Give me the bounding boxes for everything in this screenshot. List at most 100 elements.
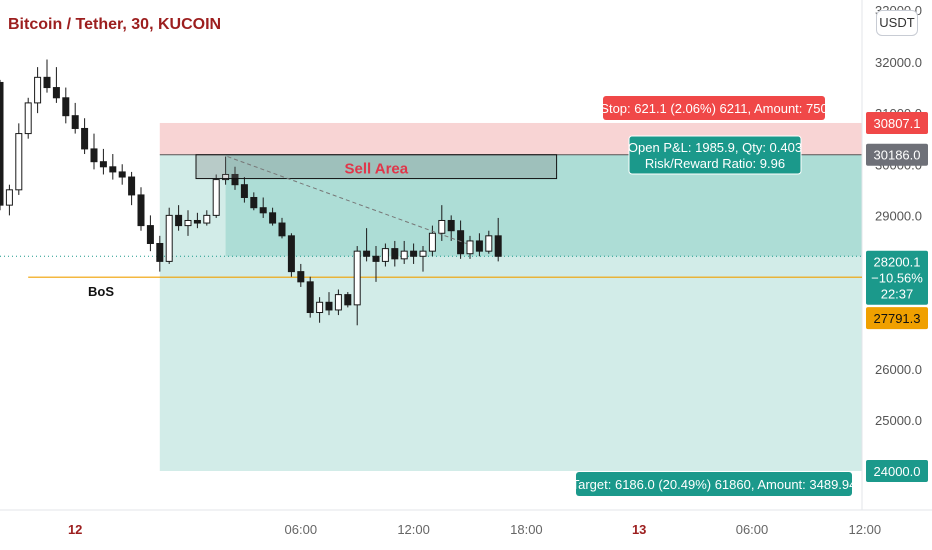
candle — [240, 177, 248, 203]
time-tick-label: 13 — [632, 522, 646, 537]
candle — [156, 235, 164, 272]
level-lines: BoS — [0, 255, 862, 299]
candle-body-down — [81, 127, 89, 150]
stop-info-tag-bg — [603, 96, 825, 120]
price-tick-label: 29000.0 — [875, 208, 922, 223]
candle-body-down — [306, 281, 314, 314]
candle-body-up — [334, 294, 342, 311]
target-price-label-text: 24000.0 — [874, 464, 921, 479]
price-tick-label: 25000.0 — [875, 413, 922, 428]
candle-body-down — [494, 235, 502, 257]
candle-body-down — [325, 301, 333, 311]
target-price-label: 24000.0 — [866, 460, 928, 482]
candle-body-down — [363, 250, 371, 257]
stop-info-tag-text: Stop: 621.1 (2.06%) 6211, Amount: 750 — [600, 101, 827, 116]
candle — [0, 79, 4, 211]
candle — [278, 217, 286, 239]
entry-price-label: 30186.0 — [866, 143, 928, 166]
pnl-info-tag-text: Open P&L: 1985.9, Qty: 0.403 — [628, 140, 802, 155]
candle-body-down — [269, 212, 277, 224]
candle — [494, 217, 502, 262]
candle-body-down — [193, 219, 201, 224]
candle — [81, 118, 89, 155]
candle — [259, 197, 267, 218]
candle — [62, 87, 70, 124]
entry-price-label-text: 30186.0 — [874, 148, 921, 163]
candle-body-down — [372, 255, 380, 262]
candle — [372, 246, 380, 282]
bos-price-label: 27791.3 — [866, 307, 928, 330]
candle-body-down — [118, 171, 126, 178]
candle-body-down — [128, 176, 136, 196]
candle-body-up — [165, 214, 173, 262]
candle-body-down — [447, 219, 455, 232]
pnl-info-tag-text: Risk/Reward Ratio: 9.96 — [645, 156, 785, 171]
target-info-tag-text: Target: 6186.0 (20.49%) 61860, Amount: 3… — [572, 477, 857, 492]
price-tags: Stop: 621.1 (2.06%) 6211, Amount: 750 Ope… — [572, 96, 928, 496]
candle-body-down — [137, 194, 145, 227]
target-info-tag-bg — [576, 472, 852, 496]
candle-body-up — [485, 235, 493, 252]
time-tick-label: 18:00 — [510, 522, 543, 537]
candle — [165, 207, 173, 264]
stop-price-label: 30807.1 — [866, 111, 928, 134]
candle — [485, 230, 493, 254]
time-tick-label: 12:00 — [397, 522, 430, 537]
candle-body-up — [400, 250, 408, 260]
candle-body-down — [297, 271, 305, 283]
candle-body-down — [410, 250, 418, 257]
time-tick-label: 12:00 — [849, 522, 882, 537]
trend-line[interactable] — [227, 156, 467, 244]
candle-body-up — [34, 76, 42, 104]
target-info-tag: Target: 6186.0 (20.49%) 61860, Amount: 3… — [572, 472, 857, 496]
time-tick-label: 12 — [68, 522, 82, 537]
entry-price-label-bg — [866, 143, 928, 166]
candle-body-down — [457, 230, 465, 255]
chart-title: Bitcoin / Tether, 30, KUCOIN — [8, 16, 222, 33]
candle — [457, 220, 465, 259]
candle-body-down — [156, 242, 164, 262]
current-price-label-text: −10.56% — [871, 271, 923, 286]
currency-unit-button[interactable]: USDT — [876, 10, 918, 36]
candle — [381, 243, 389, 267]
target-price-label-bg — [866, 460, 928, 482]
candle — [118, 164, 126, 185]
candle-body-down — [90, 148, 98, 163]
candle-body-down — [250, 196, 258, 209]
candle — [52, 67, 60, 103]
candle-body-up — [353, 250, 361, 306]
stop-info-tag: Stop: 621.1 (2.06%) 6211, Amount: 750 — [600, 96, 828, 120]
candle — [5, 184, 13, 216]
candle — [363, 228, 371, 262]
current-price-label-text: 22:37 — [881, 287, 914, 302]
candle-body-up — [466, 240, 474, 255]
candle — [466, 235, 474, 259]
candle-body-down — [0, 81, 4, 206]
candle — [306, 276, 314, 318]
candle-body-up — [428, 232, 436, 252]
candle-body-up — [15, 133, 23, 191]
price-tick-label: 32000.0 — [875, 55, 922, 70]
candle-body-down — [146, 225, 154, 244]
candle-body-down — [175, 214, 183, 227]
candle — [391, 240, 399, 267]
candle-body-up — [316, 301, 324, 314]
candle — [410, 243, 418, 264]
candle-body-down — [259, 207, 267, 214]
bos-price-label-bg — [866, 307, 928, 330]
sell-area-box[interactable] — [195, 154, 558, 180]
candle — [175, 205, 183, 231]
candle — [287, 233, 295, 277]
candle — [184, 210, 192, 236]
candle — [203, 210, 211, 226]
candle — [438, 205, 446, 241]
candle — [297, 263, 305, 287]
candle-body-up — [212, 179, 220, 216]
candle — [334, 289, 342, 316]
candle — [109, 154, 117, 180]
candle-body-up — [222, 173, 230, 181]
candle-body-down — [99, 161, 107, 168]
time-tick-label: 06:00 — [285, 522, 318, 537]
